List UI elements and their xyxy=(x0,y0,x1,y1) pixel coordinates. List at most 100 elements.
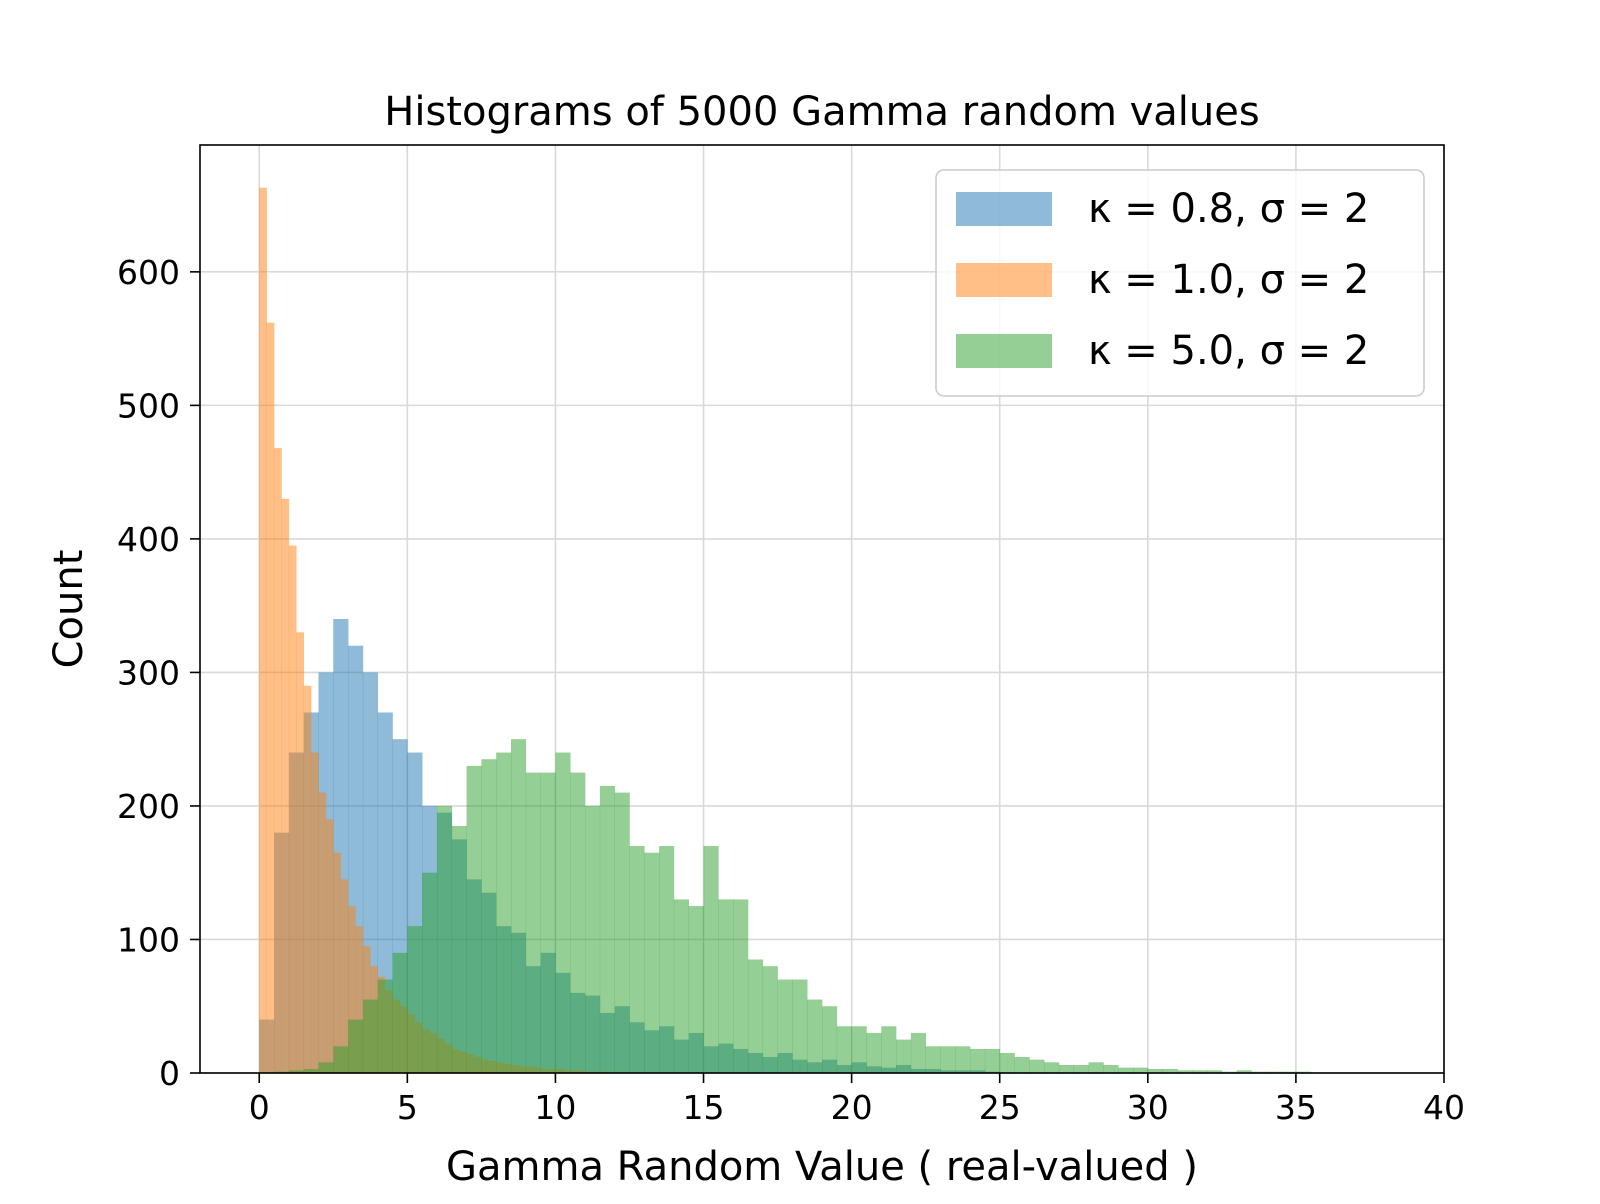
histogram-bars xyxy=(259,187,1312,1074)
histogram-bar xyxy=(333,852,341,1073)
legend-label: κ = 5.0, σ = 2 xyxy=(1088,328,1369,374)
histogram-bar xyxy=(422,872,438,1073)
histogram-bar xyxy=(925,1046,941,1073)
histogram-bar xyxy=(1118,1067,1134,1073)
histogram-bar xyxy=(836,1026,852,1073)
chart-title: Histograms of 5000 Gamma random values xyxy=(384,89,1259,135)
x-tick-label: 40 xyxy=(1423,1088,1465,1127)
x-tick-label: 25 xyxy=(979,1088,1021,1127)
histogram-bar xyxy=(511,739,527,1073)
histogram-bar xyxy=(1014,1056,1030,1073)
histogram-bar xyxy=(362,999,379,1073)
x-tick-label: 0 xyxy=(249,1088,270,1127)
histogram-bar xyxy=(496,752,512,1073)
y-tick-label: 500 xyxy=(117,386,180,425)
histogram-bar xyxy=(644,852,660,1073)
histogram-bar xyxy=(466,765,482,1073)
y-tick-label: 300 xyxy=(117,653,180,692)
histogram-bar xyxy=(881,1026,897,1073)
histogram-bar xyxy=(688,906,704,1073)
legend-swatch xyxy=(956,334,1052,368)
x-tick-label: 35 xyxy=(1275,1088,1317,1127)
histogram-bar xyxy=(999,1052,1015,1073)
histogram-bar xyxy=(910,1032,926,1073)
histogram-bar xyxy=(1058,1064,1075,1073)
histogram-bar xyxy=(318,1062,334,1073)
histogram-bar xyxy=(1192,1070,1208,1073)
legend-label: κ = 1.0, σ = 2 xyxy=(1088,257,1369,303)
histogram-bar xyxy=(718,899,734,1073)
histogram-bar xyxy=(984,1048,1001,1073)
legend-swatch xyxy=(956,263,1052,297)
histogram-bar xyxy=(866,1032,882,1073)
histogram-bar xyxy=(851,1026,867,1073)
y-axis-title: Count xyxy=(46,550,92,669)
histogram-bar xyxy=(659,846,675,1073)
histogram-bar xyxy=(940,1046,956,1073)
histogram-bar xyxy=(266,322,275,1073)
histogram-bar xyxy=(1088,1062,1104,1073)
histogram-bar xyxy=(288,1070,304,1073)
legend-label: κ = 0.8, σ = 2 xyxy=(1088,186,1369,232)
histogram-bar xyxy=(318,792,327,1073)
histogram-bar xyxy=(311,752,319,1073)
histogram-bar xyxy=(355,926,364,1073)
histogram-bar xyxy=(1029,1059,1045,1073)
histogram-bar xyxy=(259,187,267,1074)
histogram-bar xyxy=(1207,1070,1223,1073)
legend: κ = 0.8, σ = 2 κ = 1.0, σ = 2 κ = 5.0, σ =… xyxy=(935,169,1425,397)
histogram-bar xyxy=(288,545,297,1073)
x-tick-label: 20 xyxy=(831,1088,873,1127)
x-axis-title: Gamma Random Value ( real-valued ) xyxy=(446,1144,1198,1190)
x-tick-label: 30 xyxy=(1127,1088,1169,1127)
histogram-bar xyxy=(1103,1064,1119,1073)
histogram-bar xyxy=(325,819,334,1073)
legend-box xyxy=(935,169,1425,397)
series-3-bars xyxy=(274,739,1312,1073)
histogram-bar xyxy=(570,772,586,1073)
y-tick-label: 400 xyxy=(117,520,180,559)
histogram-bar xyxy=(377,979,393,1073)
histogram-bar xyxy=(555,752,571,1073)
histogram-bar xyxy=(303,685,312,1073)
histogram-bar xyxy=(792,979,808,1073)
x-tick-label: 15 xyxy=(683,1088,725,1127)
x-tick-label: 10 xyxy=(534,1088,576,1127)
histogram-bar xyxy=(1044,1062,1060,1073)
y-tick-label: 200 xyxy=(117,787,180,826)
plot-frame xyxy=(199,144,1445,1074)
histogram-bar xyxy=(703,846,719,1073)
histogram-bar xyxy=(777,979,793,1073)
histogram-bar xyxy=(614,792,630,1073)
histogram-bar xyxy=(896,1039,912,1073)
y-tick-label: 100 xyxy=(117,920,180,959)
histogram-bar xyxy=(281,498,290,1073)
histogram-bar xyxy=(747,959,764,1073)
histogram-bar xyxy=(585,805,601,1073)
histogram-bar xyxy=(1147,1068,1163,1073)
histogram-bar xyxy=(481,759,497,1073)
histogram-bar xyxy=(629,846,645,1073)
y-tick-label: 600 xyxy=(117,253,180,292)
histogram-bar xyxy=(762,966,778,1073)
histogram-bar xyxy=(733,899,749,1073)
histogram-bar xyxy=(970,1048,986,1073)
legend-swatch xyxy=(956,192,1052,226)
histogram-bar xyxy=(407,926,423,1073)
histogram-bar xyxy=(955,1046,971,1073)
histogram-bar xyxy=(807,999,823,1073)
histogram-bar xyxy=(1073,1064,1089,1073)
histogram-bar xyxy=(296,632,304,1073)
histogram-bar xyxy=(303,1068,319,1073)
histogram-bar xyxy=(1133,1067,1149,1073)
histogram-bar xyxy=(274,448,282,1073)
y-tick-label: 0 xyxy=(159,1054,180,1093)
histogram-bar xyxy=(348,906,356,1073)
histogram-bar xyxy=(1177,1070,1193,1073)
histogram-bar xyxy=(333,1046,349,1073)
histogram-bar xyxy=(392,952,408,1073)
histogram-bar xyxy=(348,1019,364,1073)
